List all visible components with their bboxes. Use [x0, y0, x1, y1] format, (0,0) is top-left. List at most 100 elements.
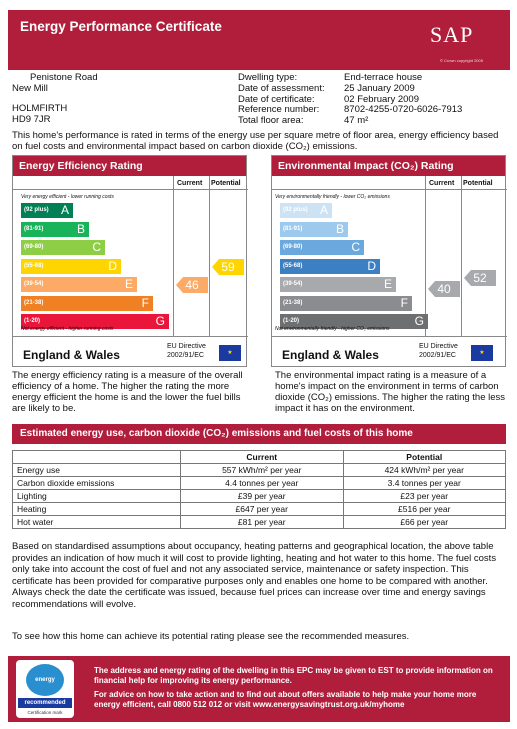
address-line-2: New Mill — [12, 83, 48, 94]
address-line-1: Penistone Road — [30, 72, 98, 83]
certification-mark-label: Certification mark — [27, 710, 63, 715]
env-current-header: Current — [429, 180, 455, 187]
env-eu-number: 2002/91/EC — [419, 352, 456, 359]
env-potential-header: Potential — [463, 180, 493, 187]
env-top-note: Very environmentally friendly - lower CO… — [275, 194, 390, 200]
environmental-impact-panel: Environmental Impact (CO₂) Rating Curren… — [271, 155, 507, 367]
energy-band-range: (92 plus) — [24, 207, 49, 213]
eu-flag-icon: ★ — [471, 345, 493, 361]
energy-band-letter: B — [76, 221, 85, 236]
row-current: £81 per year — [180, 515, 344, 529]
env-band-range: (55-68) — [283, 262, 303, 269]
energy-band-e: (39-54) E — [21, 277, 137, 292]
row-current: £39 per year — [180, 489, 344, 503]
energy-band-letter: D — [108, 258, 117, 273]
recommended-label: recommended — [18, 698, 72, 708]
env-panel-title: Environmental Impact (CO₂) Rating — [272, 156, 505, 176]
energy-band-f: (21-38) F — [21, 295, 153, 311]
env-band-range: (1-20) — [283, 318, 300, 324]
energy-band-range: (21-38) — [24, 299, 44, 306]
certificate-date-label: Date of certificate: — [238, 94, 315, 105]
sap-logo-caption: © Crown copyright 2005 — [440, 58, 483, 63]
footer-text-2: For advice on how to take action and to … — [94, 690, 477, 709]
env-band-g: (1-20) G — [280, 314, 428, 329]
env-band-letter: F — [400, 295, 408, 310]
env-band-letter: C — [351, 240, 360, 254]
costs-table: Current Potential Energy use 557 kWh/m² … — [12, 450, 506, 529]
page-title: Energy Performance Certificate — [20, 19, 222, 34]
env-band-f: (21-38) F — [280, 295, 412, 311]
env-band-range: (81-91) — [283, 225, 303, 232]
energy-band-letter: C — [92, 240, 101, 254]
table-row: Lighting £39 per year £23 per year — [12, 489, 506, 503]
energy-efficiency-panel: Energy Efficiency Rating Current Potenti… — [12, 155, 248, 367]
footer-banner — [8, 656, 510, 722]
floor-area-value: 47 m² — [344, 115, 369, 126]
energy-potential-rating: 59 — [212, 259, 244, 275]
env-eu-directive: EU Directive — [419, 343, 458, 350]
env-band-b: (81-91) B — [280, 221, 348, 237]
row-label: Energy use — [12, 463, 181, 477]
reference-value: 8702-4255-0720-6026-7913 — [344, 104, 463, 115]
energy-band-range: (1-20) — [24, 318, 41, 324]
energy-saving-recommended-logo: energy saving recommended Certification … — [16, 660, 74, 718]
energy-band-a: (92 plus) A — [21, 203, 73, 218]
energy-current-header: Current — [177, 180, 203, 187]
certificate-date-value: 02 February 2009 — [344, 94, 419, 105]
env-band-c: (69-80) C — [280, 240, 364, 255]
table-row: Energy use 557 kWh/m² per year 424 kWh/m… — [12, 463, 506, 477]
energy-band-letter: F — [141, 295, 149, 310]
row-label: Carbon dioxide emissions — [12, 476, 181, 490]
floor-area-label: Total floor area: — [238, 115, 304, 126]
address-line-4: HD9 7JR — [12, 114, 51, 125]
energy-top-note: Very energy efficient - lower running co… — [21, 194, 114, 200]
table-row: Carbon dioxide emissions 4.4 tonnes per … — [12, 476, 506, 490]
energy-eu-directive: EU Directive — [167, 343, 206, 350]
env-band-a: (92 plus) A — [280, 203, 332, 218]
eu-flag-icon: ★ — [219, 345, 241, 361]
recommend-text: To see how this home can achieve its pot… — [12, 631, 410, 642]
env-band-range: (92 plus) — [283, 207, 308, 213]
row-potential: £23 per year — [342, 489, 506, 503]
reference-label: Reference number: — [238, 104, 320, 115]
dwelling-type-label: Dwelling type: — [238, 72, 298, 83]
env-band-letter: A — [319, 203, 328, 217]
energy-band-range: (39-54) — [24, 281, 44, 287]
row-label: Hot water — [12, 515, 181, 529]
row-potential: 3.4 tonnes per year — [342, 476, 506, 490]
fuel-cost-paragraph: Based on standardised assumptions about … — [12, 541, 497, 610]
row-label: Lighting — [12, 489, 181, 503]
env-band-d: (55-68) D — [280, 258, 380, 274]
row-current: 557 kWh/m² per year — [180, 463, 344, 477]
sap-logo: SAP — [430, 22, 474, 47]
energy-eu-number: 2002/91/EC — [167, 352, 204, 359]
costs-header-potential: Potential — [342, 450, 506, 464]
costs-header-blank — [12, 450, 181, 464]
env-band-e: (39-54) E — [280, 277, 396, 292]
env-current-rating: 40 — [428, 281, 460, 297]
energy-band-g: (1-20) G — [21, 314, 169, 329]
energy-band-range: (55-68) — [24, 262, 44, 269]
env-region: England & Wales — [282, 348, 379, 362]
header-bar — [8, 10, 510, 70]
assessment-date-label: Date of assessment: — [238, 83, 325, 94]
energy-band-range: (81-91) — [24, 225, 44, 232]
energy-band-c: (69-80) C — [21, 240, 105, 255]
env-band-letter: D — [367, 258, 376, 273]
energy-band-letter: A — [60, 203, 69, 217]
env-band-range: (21-38) — [283, 299, 303, 306]
energy-panel-title: Energy Efficiency Rating — [13, 156, 246, 176]
env-band-letter: G — [414, 314, 424, 328]
costs-title: Estimated energy use, carbon dioxide (CO… — [12, 424, 506, 444]
row-potential: £516 per year — [342, 502, 506, 516]
address-line-3: HOLMFIRTH — [12, 103, 68, 114]
energy-band-letter: G — [155, 314, 165, 328]
env-description: The environmental impact rating is a mea… — [275, 370, 506, 414]
row-current: £647 per year — [180, 502, 344, 516]
energy-description: The energy efficiency rating is a measur… — [12, 370, 243, 414]
energy-band-b: (81-91) B — [21, 221, 89, 237]
env-band-letter: E — [383, 277, 392, 291]
energy-band-range: (69-80) — [24, 244, 44, 250]
env-band-letter: B — [335, 221, 344, 236]
dwelling-type-value: End-terrace house — [344, 72, 423, 83]
